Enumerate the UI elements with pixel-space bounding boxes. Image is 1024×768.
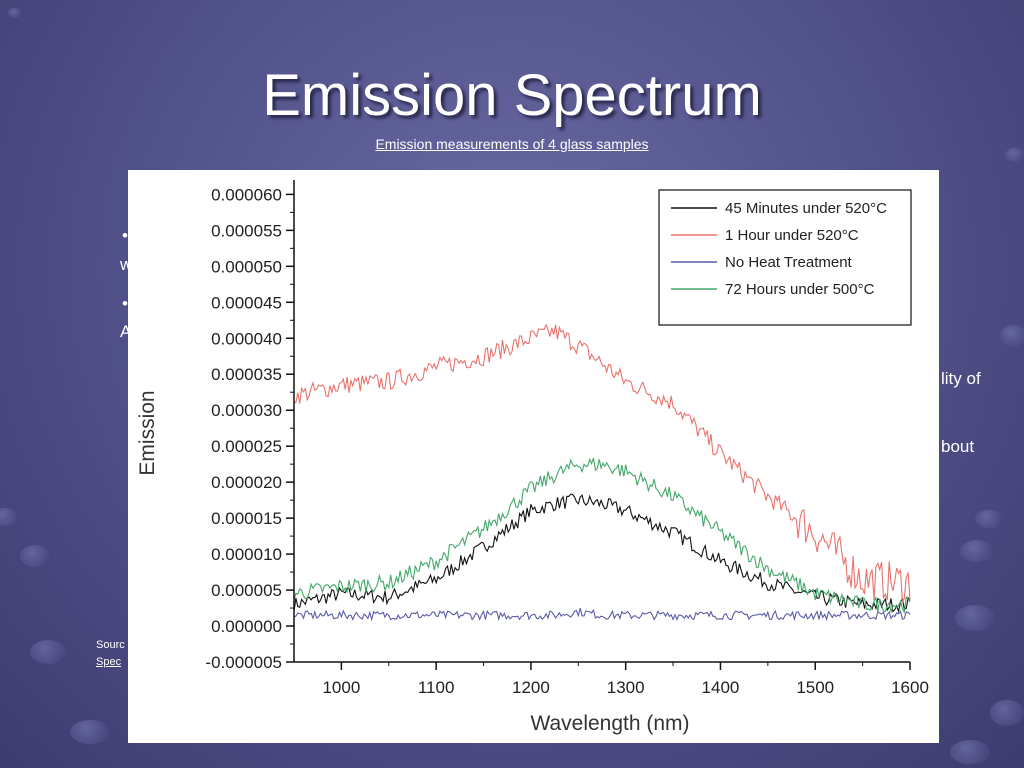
bullet-marker: • [122,226,128,245]
x-tick-label: 1100 [418,678,455,697]
source-text: Sourc [96,639,125,651]
partial-text: bout [941,437,975,456]
x-tick-label: 1500 [796,678,834,697]
decorative-dot [1000,325,1024,347]
y-axis-title: Emission [136,390,159,475]
decorative-dot [1005,148,1024,162]
legend-label: 45 Minutes under 520°C [725,200,887,217]
x-tick-label: 1300 [607,678,645,697]
legend-label: No Heat Treatment [725,254,853,271]
x-axis-title: Wavelength (nm) [530,712,689,735]
legend-label: 1 Hour under 520°C [725,227,859,244]
legend-box [658,189,912,326]
y-tick-label: 0.000030 [211,401,282,420]
decorative-dot [950,740,990,764]
x-tick-label: 1600 [891,678,929,697]
partial-text: A [120,322,132,341]
y-tick-label: 0.000025 [211,437,282,456]
y-tick-label: 0.000060 [211,185,282,204]
slide-title: Emission Spectrum [262,63,762,128]
bullet-marker: • [122,294,128,313]
series-line [293,607,911,622]
y-tick-label: 0.000035 [211,365,282,384]
y-tick-label: 0.000000 [211,617,282,636]
y-tick-label: 0.000055 [211,221,282,240]
legend-label: 72 Hours under 500°C [725,281,875,298]
decorative-dot [990,700,1024,726]
slide-subtitle-link[interactable]: Emission measurements of 4 glass samples [375,136,649,152]
y-tick-label: 0.000045 [211,293,282,312]
series-line [293,323,911,603]
decorative-dot [20,545,50,567]
series-line [293,493,911,614]
y-tick-label: 0.000020 [211,473,282,492]
decorative-dot [955,605,995,631]
y-tick-label: -0.000005 [205,653,282,672]
decorative-dot [960,540,994,562]
partial-text: lity of [941,369,981,388]
decorative-dot [70,720,110,744]
emission-chart: -0.000005 0.000000 0.000005 0.000010 0.00001… [128,170,939,743]
x-tick-label: 1000 [322,678,360,697]
chart-svg: -0.000005 0.000000 0.000005 0.000010 0.00001… [136,180,929,735]
source-link[interactable]: Spec [96,656,122,668]
decorative-dot [975,510,1003,528]
x-tick-label: 1200 [512,678,550,697]
y-tick-label: 0.000015 [211,509,282,528]
decorative-dot [30,640,66,664]
y-tick-label: 0.000010 [211,545,282,564]
x-tick-label: 1400 [702,678,740,697]
y-tick-label: 0.000040 [211,329,282,348]
y-tick-label: 0.000050 [211,257,282,276]
decorative-dot [0,508,18,526]
decorative-dot [8,8,22,18]
series-line [293,457,911,615]
y-tick-label: 0.000005 [211,581,282,600]
